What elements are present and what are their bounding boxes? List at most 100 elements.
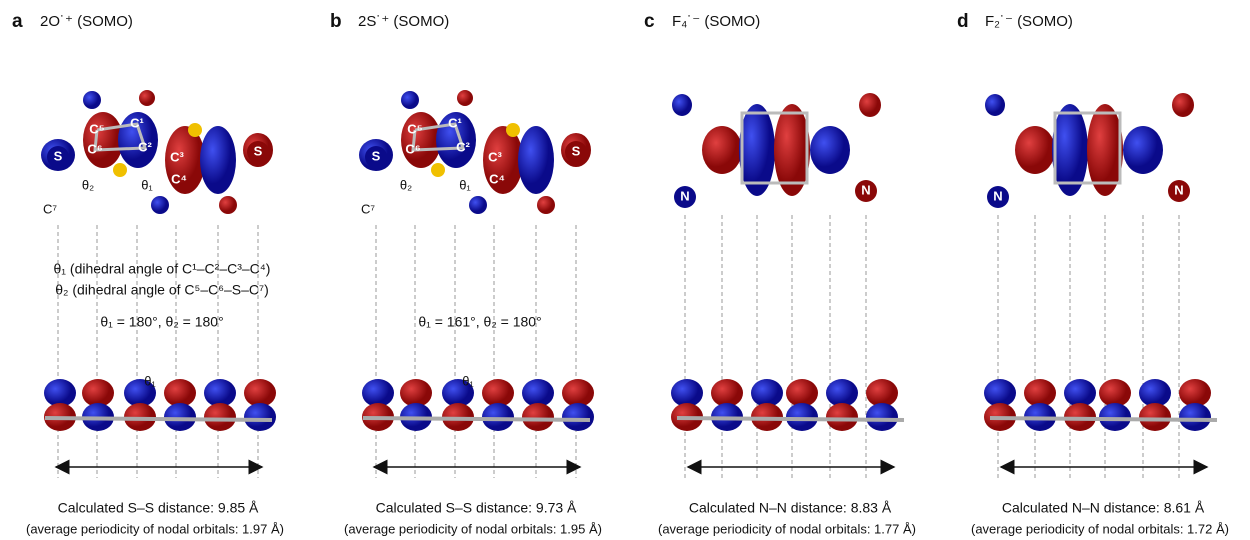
distance: Calculated S–S distance: 9.73 Å [376,500,577,516]
orbital-lobe [562,403,594,431]
orbital-lobe [164,403,196,431]
orbital-lobe [401,91,419,109]
atom-label: N [1174,182,1183,197]
orbital-lobe [866,403,898,431]
orbital-lobe [362,379,394,407]
orbital-lobe [984,379,1016,407]
side-angle: θ₁ [144,373,156,388]
angles: θ₁ = 180°, θ₂ = 180° [100,314,223,330]
orbital-lobe [457,90,473,106]
orbital-lobe [401,112,441,168]
distance: Calculated N–N distance: 8.83 Å [689,500,892,516]
orbital-lobe [1099,379,1131,407]
atom-label: C⁶ [87,141,102,156]
orbital-lobe [164,379,196,407]
orbital-lobe [786,379,818,407]
panel-label: a [12,11,23,32]
atom-label: N [993,188,1002,203]
orbital-lobe [469,196,487,214]
orbital-lobe [672,94,692,116]
angles: θ₁ = 161°, θ₂ = 180° [418,314,541,330]
periodicity: (average periodicity of nodal orbitals: … [26,521,284,536]
sulfur-atom [113,163,127,177]
orbital-lobe [1064,379,1096,407]
definition: θ₂ (dihedral angle of C⁵–C⁶–S–C⁷) [55,282,269,298]
panel-title: 2S˙⁺ (SOMO) [358,13,449,30]
orbital-lobe [204,379,236,407]
side-angle: θ₁ [462,373,474,388]
panel-label: b [330,11,342,32]
panel: cF₄˙⁻ (SOMO)NNCalculated N–N distance: 8… [644,11,916,536]
atom-label: S [572,143,581,158]
atom-label: C² [138,139,152,154]
orbital-lobe [522,379,554,407]
orbital-lobe [702,126,742,174]
orbital-lobe [400,379,432,407]
orbital-lobe [244,379,276,407]
distance: Calculated N–N distance: 8.61 Å [1002,500,1205,516]
orbital-lobe [482,403,514,431]
orbital-lobe [219,196,237,214]
sulfur-atom [506,123,520,137]
orbital-lobe [151,196,169,214]
panel-title: 2O˙⁺ (SOMO) [40,13,133,30]
orbital-lobe [522,403,554,431]
panel-title: F₄˙⁻ (SOMO) [672,13,760,30]
orbital-lobe [482,379,514,407]
atom-label: C⁵ [89,121,105,136]
atom-label: θ₂ [82,177,94,192]
atom-label: C¹ [130,115,144,130]
panel-label: d [957,11,969,32]
atom-label: θ₁ [141,177,153,192]
orbital-lobe [985,94,1005,116]
orbital-lobe [866,379,898,407]
orbital-lobe [1123,126,1163,174]
atom-label: C¹ [448,115,462,130]
orbital-lobe [44,379,76,407]
orbital-lobe [1015,126,1055,174]
periodicity: (average periodicity of nodal orbitals: … [658,521,916,536]
atom-label: N [861,182,870,197]
orbital-lobe [83,91,101,109]
orbital-lobe [537,196,555,214]
orbital-lobe [518,126,554,194]
orbital-lobe [82,379,114,407]
backbone [990,418,1217,420]
atom-label: S [372,148,381,163]
backbone [363,418,590,420]
orbital-lobe [1099,403,1131,431]
orbital-lobe [139,90,155,106]
figure: a2O˙⁺ (SOMO)SC⁵C¹C⁶C²C³C⁴SC⁷θ₂θ₁θ₁ (dihe… [0,0,1250,540]
backbone [677,418,904,420]
sulfur-atom [431,163,445,177]
atom-label: S [54,148,63,163]
orbital-lobe [1179,403,1211,431]
atom-label: θ₁ [459,177,471,192]
atom-label: C⁵ [407,121,423,136]
atom-label: C⁶ [405,141,420,156]
orbital-lobe [204,403,236,431]
panel: dF₂˙⁻ (SOMO)NNCalculated N–N distance: 8… [957,11,1229,536]
atom-label: C⁷ [361,201,375,216]
orbital-lobe [1139,379,1171,407]
orbital-lobe [1179,379,1211,407]
orbital-lobe [810,126,850,174]
orbital-lobe [826,379,858,407]
backbone [45,418,272,420]
orbital-lobe [711,379,743,407]
orbital-lobe [1139,403,1171,431]
orbital-lobe [859,93,881,117]
atom-label: S [254,143,263,158]
definition: θ₁ (dihedral angle of C¹–C²–C³–C⁴) [54,261,271,277]
orbital-lobe [786,403,818,431]
orbital-lobe [562,379,594,407]
atom-label: C⁷ [43,201,57,216]
periodicity: (average periodicity of nodal orbitals: … [971,521,1229,536]
orbital-lobe [751,379,783,407]
orbital-lobe [826,403,858,431]
atom-label: θ₂ [400,177,412,192]
atom-label: C³ [170,149,184,164]
orbital-lobe [200,126,236,194]
orbital-lobe [83,112,123,168]
